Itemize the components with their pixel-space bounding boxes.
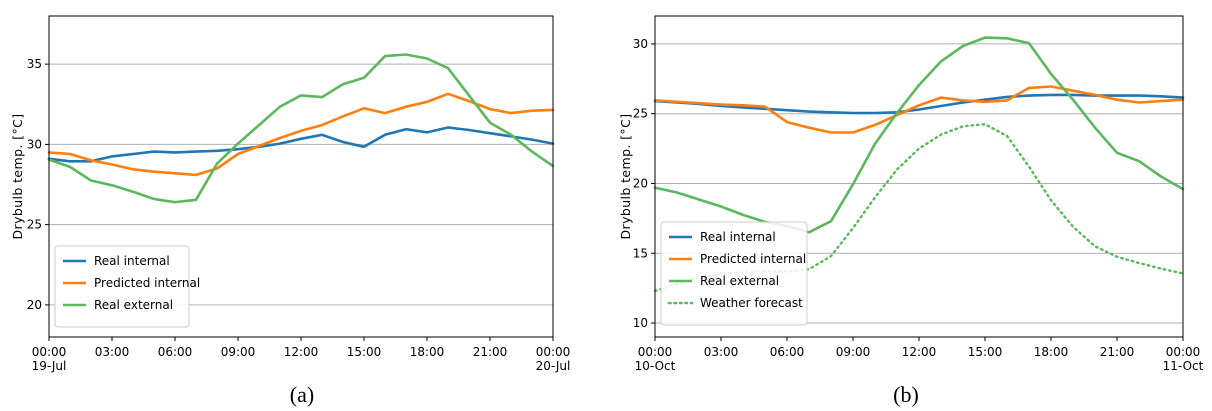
legend-label-real-external: Real external (94, 298, 173, 312)
x-tick-label: 12:00 (902, 345, 937, 359)
x-tick-sublabel: 11-Oct (1163, 359, 1204, 373)
y-tick-label: 30 (633, 37, 648, 51)
legend-label-real-internal: Real internal (94, 254, 170, 268)
x-tick-label: 12:00 (284, 345, 319, 359)
y-axis-label: Drybulb temp. [°C] (10, 114, 25, 240)
y-axis-label: Drybulb temp. [°C] (618, 114, 633, 240)
x-tick-label: 18:00 (410, 345, 445, 359)
x-tick-sublabel: 19-Jul (32, 359, 67, 373)
series-line-predicted-internal (47, 92, 555, 177)
x-tick-label: 18:00 (1034, 345, 1069, 359)
series-line-real-external (653, 36, 1185, 234)
legend-label-predicted-internal: Predicted internal (700, 252, 806, 266)
y-tick-label: 10 (633, 316, 648, 330)
x-tick-sublabel: 10-Oct (635, 359, 676, 373)
y-tick-label: 25 (633, 107, 648, 121)
x-tick-label: 06:00 (770, 345, 805, 359)
series-line-real-internal (47, 126, 555, 163)
y-tick-label: 35 (27, 57, 42, 71)
legend-label-real-external: Real external (700, 274, 779, 288)
y-tick-label: 20 (633, 176, 648, 190)
x-tick-sublabel: 20-Jul (536, 359, 571, 373)
x-tick-label: 00:00 (1166, 345, 1201, 359)
x-tick-label: 00:00 (638, 345, 673, 359)
x-tick-label: 09:00 (836, 345, 871, 359)
y-tick-label: 15 (633, 246, 648, 260)
legend-label-real-internal: Real internal (700, 230, 776, 244)
y-tick-label: 25 (27, 218, 42, 232)
x-tick-label: 00:00 (32, 345, 67, 359)
x-tick-label: 00:00 (536, 345, 571, 359)
legend-label-weather-forecast: Weather forecast (700, 296, 803, 310)
x-tick-label: 15:00 (968, 345, 1003, 359)
x-tick-label: 06:00 (158, 345, 193, 359)
legend-box (54, 245, 190, 328)
x-tick-label: 21:00 (1100, 345, 1135, 359)
x-tick-label: 09:00 (221, 345, 256, 359)
legend-box (660, 221, 808, 326)
y-tick-label: 30 (27, 137, 42, 151)
legend-label-predicted-internal: Predicted internal (94, 276, 200, 290)
x-tick-label: 21:00 (473, 345, 508, 359)
x-tick-label: 03:00 (95, 345, 130, 359)
caption-b: (b) (893, 382, 919, 407)
caption-a: (a) (290, 382, 314, 407)
x-tick-label: 03:00 (704, 345, 739, 359)
series-line-predicted-internal (653, 85, 1185, 134)
y-tick-label: 20 (27, 298, 42, 312)
series-line-real-external (47, 53, 555, 204)
x-tick-label: 15:00 (347, 345, 382, 359)
